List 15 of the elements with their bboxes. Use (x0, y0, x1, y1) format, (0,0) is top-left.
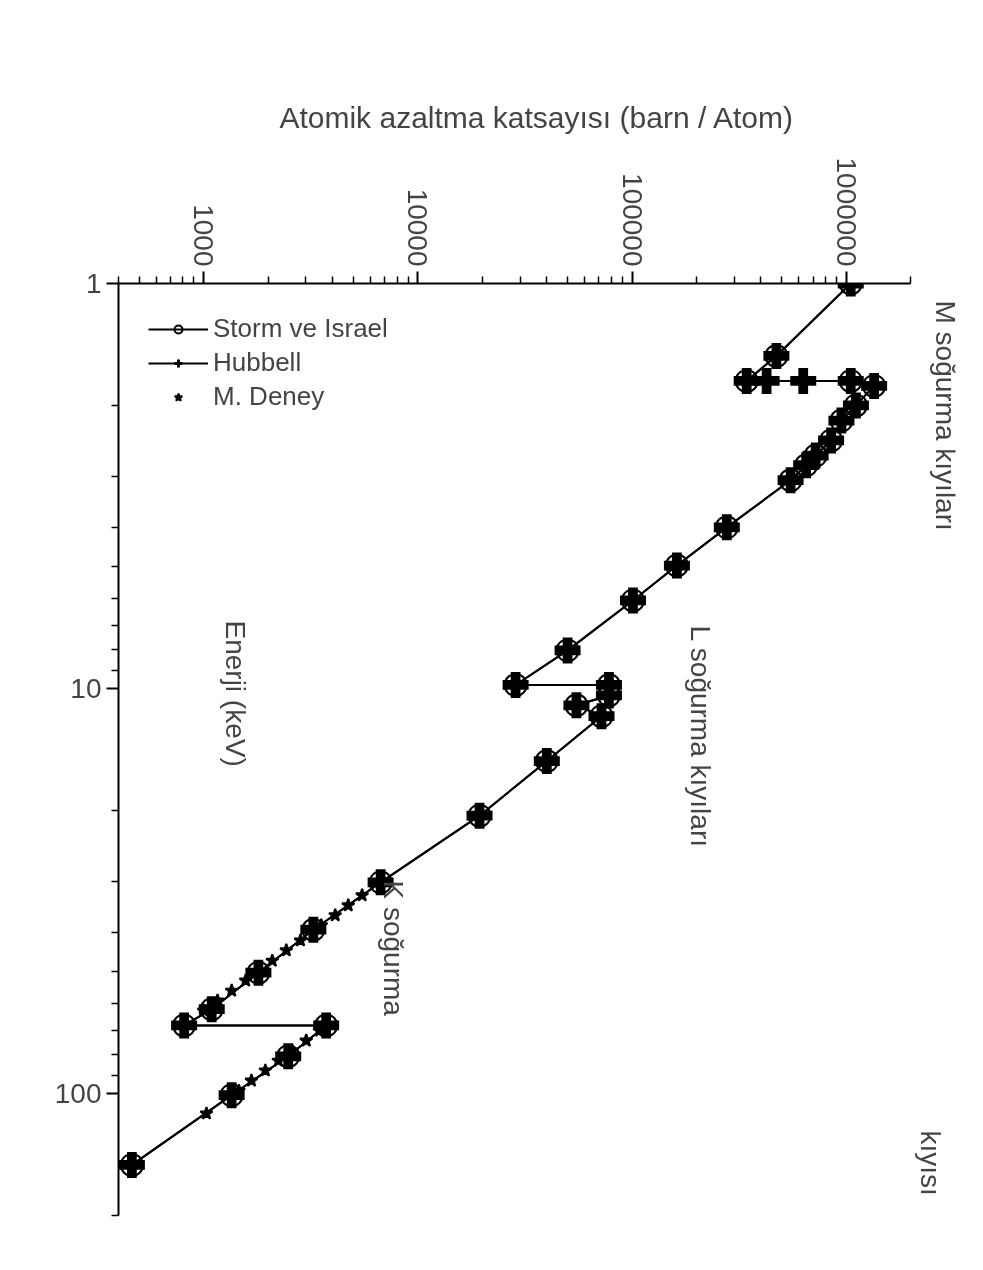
legend-label: Hubbell (213, 347, 302, 378)
x-tick-label: 1000 (188, 204, 220, 267)
legend-label: Storm ve Israel (213, 313, 388, 344)
y-axis-title: Enerji (keV) (220, 620, 251, 767)
text: kıyısı (915, 1130, 946, 1196)
y-tick-label: 10 (70, 673, 102, 705)
annotation: K soğurma (378, 880, 409, 1017)
annotation: L soğurma kıyıları (685, 625, 716, 847)
legend-label: M. Deney (213, 381, 325, 412)
x-tick-label: 100000 (616, 173, 648, 267)
x-tick-label: 1000000 (830, 157, 862, 267)
y-tick-label: 1 (85, 268, 102, 299)
x-tick-label: 10000 (402, 188, 434, 267)
x-axis-title: Atomik azaltma katsayısı (barn / Atom) (279, 101, 793, 135)
y-tick-label: 100 (54, 1078, 102, 1110)
